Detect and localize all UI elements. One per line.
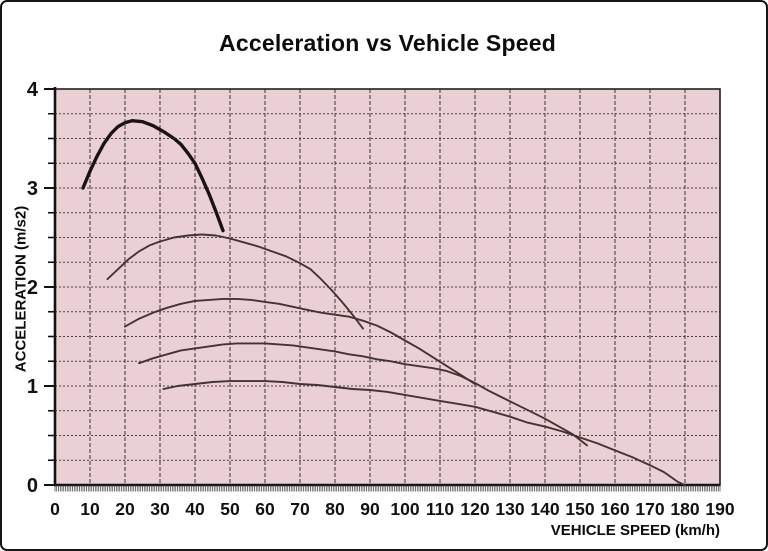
x-tick-label: 80 [325, 499, 345, 519]
curve-series_3 [124, 297, 476, 385]
y-tick-label: 0 [27, 475, 38, 497]
x-tick-label: 10 [80, 499, 100, 519]
x-tick-label: 100 [390, 499, 419, 519]
x-tick-label: 40 [185, 499, 205, 519]
x-tick-label: 180 [670, 499, 699, 519]
x-tick-label: 110 [426, 499, 454, 519]
y-tick-label: 4 [27, 79, 39, 101]
y-tick-label: 2 [27, 277, 38, 299]
curve-series_5 [162, 380, 686, 486]
x-tick-label: 90 [360, 499, 380, 519]
curve-series_4 [138, 342, 588, 447]
x-tick-label: 140 [530, 499, 559, 519]
x-tick-label: 150 [565, 499, 594, 519]
x-tick-label: 50 [220, 499, 240, 519]
x-tick-label: 60 [255, 499, 275, 519]
x-tick-label: 20 [115, 499, 135, 519]
curve-series_1 [81, 118, 225, 233]
chart-title: Acceleration vs Vehicle Speed [219, 30, 556, 56]
x-tick-label: 0 [50, 499, 60, 519]
x-tick-label: 190 [705, 499, 734, 519]
y-tick-label: 3 [27, 178, 38, 200]
x-tick-label: 170 [635, 499, 664, 519]
y-tick-label: 1 [27, 376, 38, 398]
x-tick-label: 70 [290, 499, 310, 519]
x-tick-label: 120 [460, 499, 489, 519]
x-axis-label: VEHICLE SPEED (km/h) [550, 522, 720, 539]
x-tick-label: 130 [495, 499, 524, 519]
x-tick-label: 30 [150, 499, 170, 519]
curve-series_2 [106, 233, 364, 330]
x-tick-label: 160 [600, 499, 629, 519]
